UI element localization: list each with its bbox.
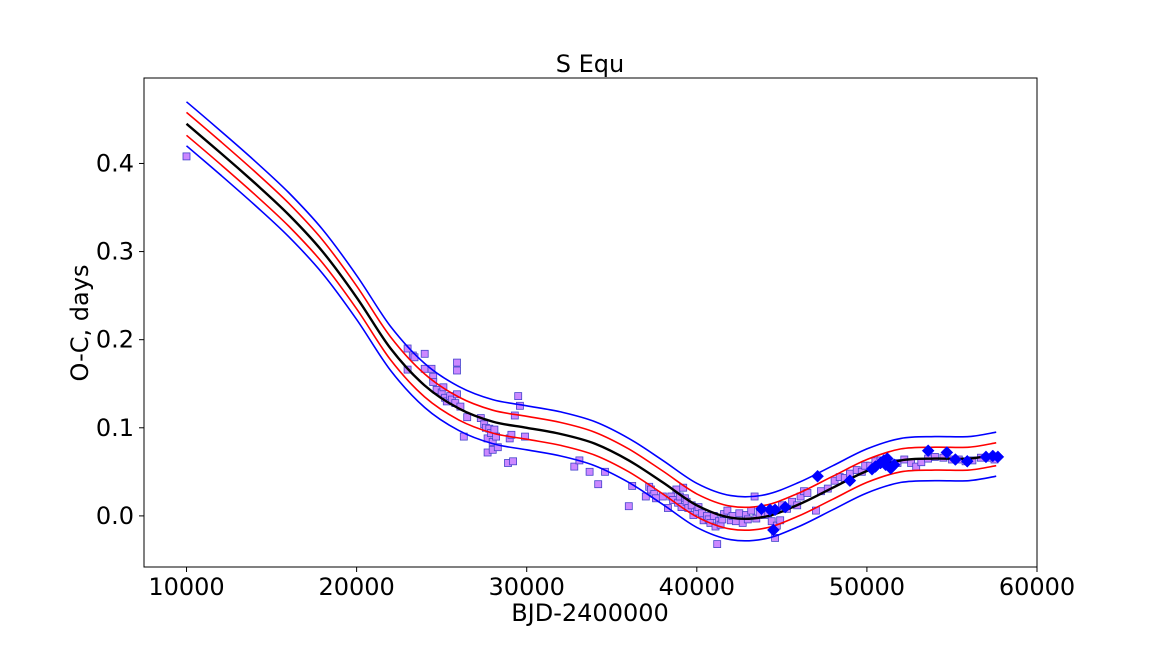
visual-point-9 — [429, 378, 438, 386]
visual-point-19 — [453, 358, 461, 367]
visual-point-44 — [570, 462, 579, 471]
y-tick-label-0: 0.0 — [96, 502, 134, 530]
ccd-point-17 — [949, 453, 962, 466]
ccd-point-6 — [843, 474, 857, 488]
visual-point-43 — [521, 432, 529, 441]
ccd-point-15 — [921, 444, 935, 458]
y-tick-label-2: 0.2 — [96, 326, 134, 354]
x-tick-label-0: 10000 — [148, 573, 224, 601]
visual-point-92 — [747, 506, 756, 515]
visual-point-47 — [594, 480, 603, 489]
visual-point-39 — [509, 457, 518, 466]
ccd-point-14 — [887, 458, 901, 472]
ccd-point-21 — [991, 450, 1005, 464]
plot-area — [182, 101, 1005, 548]
x-axis: 10000 20000 30000 40000 50000 60000 — [148, 567, 1075, 601]
visual-point-88 — [735, 509, 744, 518]
x-tick-label-3: 40000 — [659, 573, 735, 601]
ccd-point-3 — [768, 503, 782, 517]
x-tick-label-1: 20000 — [318, 573, 394, 601]
ccd-point-2 — [766, 523, 780, 537]
visual-point-1 — [403, 344, 412, 353]
ccd-point-16 — [940, 446, 954, 459]
x-tick-label-2: 30000 — [489, 573, 565, 601]
series-line-fit — [185, 122, 997, 521]
visual-point-20 — [453, 366, 461, 375]
y-tick-label-1: 0.1 — [96, 414, 134, 442]
ccd-point-4 — [778, 500, 792, 514]
visual-point-84 — [723, 506, 732, 515]
visual-point-46 — [585, 467, 594, 476]
y-axis: 0.0 0.1 0.2 0.3 0.4 — [96, 149, 144, 530]
ccd-point-12 — [880, 452, 894, 465]
ccd-point-18 — [960, 454, 974, 468]
ccd-point-5 — [811, 469, 824, 483]
visual-point-0 — [182, 152, 191, 161]
y-tick-label-3: 0.3 — [96, 238, 134, 266]
visual-point-35 — [493, 443, 502, 452]
visual-point-38 — [507, 430, 516, 439]
visual-point-41 — [514, 392, 523, 401]
ccd-point-0 — [755, 502, 768, 516]
series-line-outer-lower — [185, 145, 997, 542]
visual-point-79 — [713, 540, 722, 548]
visual-point-34 — [492, 432, 501, 441]
visual-point-130 — [931, 452, 939, 461]
x-tick-label-5: 60000 — [999, 573, 1075, 601]
series-line-inner-lower — [185, 134, 997, 532]
x-tick-label-4: 50000 — [829, 573, 905, 601]
visual-point-98 — [767, 517, 776, 526]
series-line-outer-upper — [185, 101, 997, 498]
x-axis-label: BJD-2400000 — [511, 599, 669, 627]
visual-point-49 — [624, 502, 633, 511]
visual-point-5 — [420, 349, 429, 358]
y-axis-label: O-C, days — [66, 265, 94, 382]
y-tick-label-4: 0.4 — [96, 149, 134, 177]
chart-title: S Equ — [556, 50, 624, 78]
plot-frame — [143, 77, 1038, 568]
series-line-inner-upper — [185, 111, 997, 509]
